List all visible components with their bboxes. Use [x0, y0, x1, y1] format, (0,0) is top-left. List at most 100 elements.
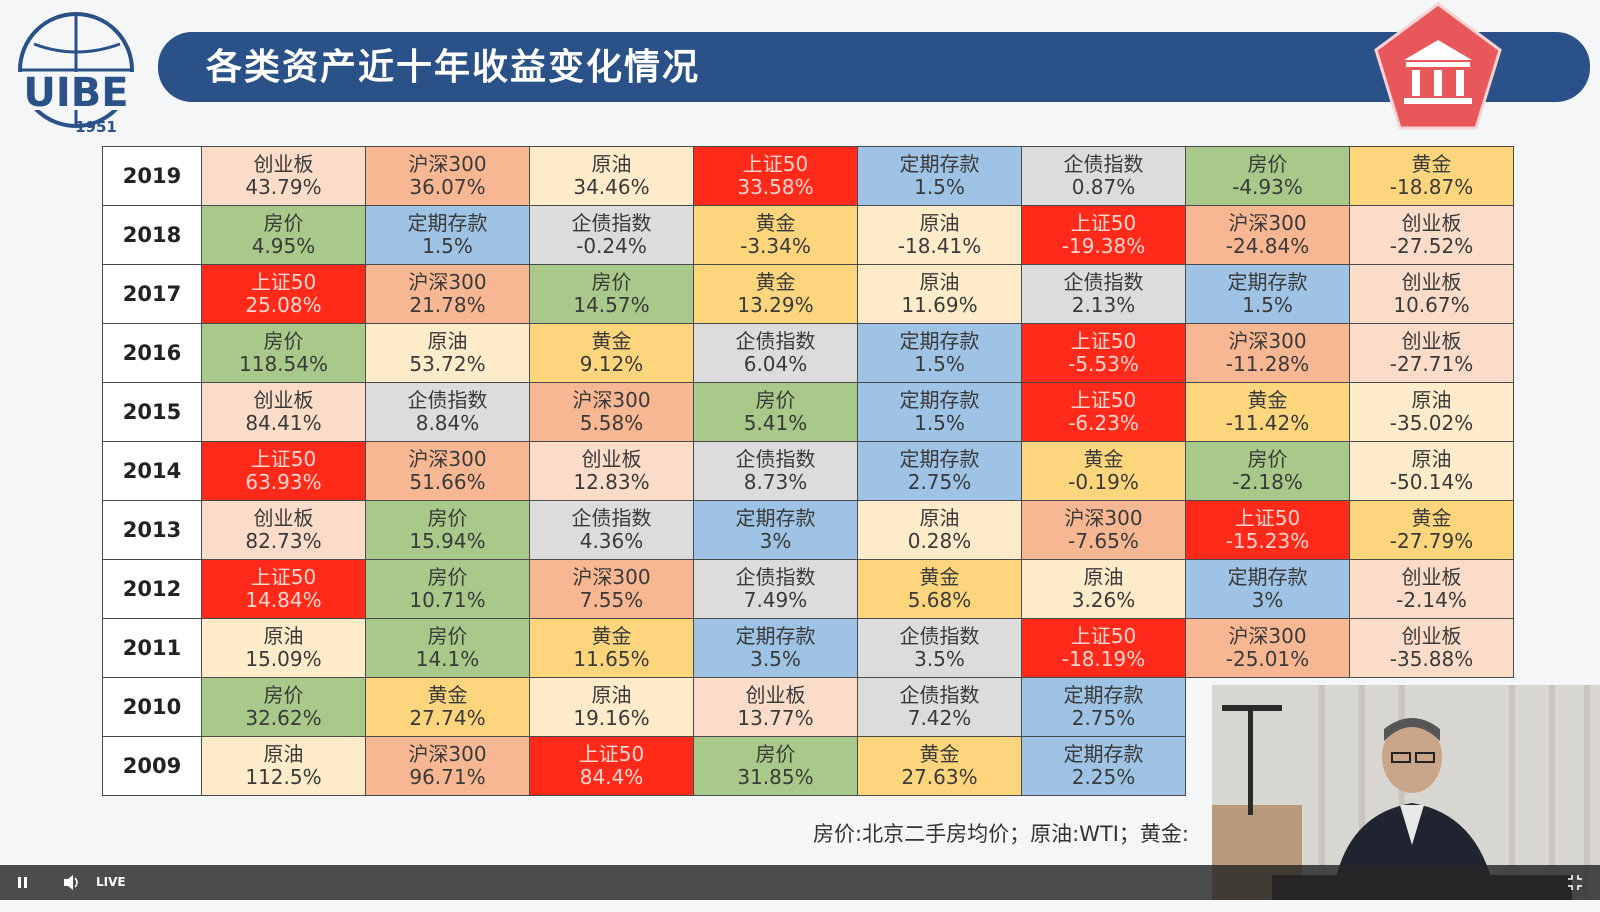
asset-return-value: 2.75% — [907, 470, 972, 494]
asset-return-value: -4.93% — [1232, 175, 1303, 199]
asset-return-value: -27.79% — [1389, 529, 1474, 553]
year-label: 2009 — [102, 736, 202, 796]
asset-name: 定期存款 — [899, 329, 980, 353]
asset-return-value: 82.73% — [245, 529, 322, 553]
exit-fullscreen-icon[interactable] — [1565, 865, 1585, 900]
year-label: 2014 — [102, 441, 202, 501]
asset-return-value: -25.01% — [1225, 647, 1310, 671]
asset-name: 上证50 — [250, 565, 317, 589]
table-row: 2011 原油 15.09% 房价 14.1% 黄金 11.65% 定期存款 3.5% 企债指数 3… — [102, 618, 1514, 678]
asset-return-value: -3.34% — [740, 234, 811, 258]
asset-return-cell: 沪深300 36.07% — [365, 146, 530, 206]
asset-return-value: 11.69% — [901, 293, 978, 317]
year-label: 2019 — [102, 146, 202, 206]
asset-return-value: 19.16% — [573, 706, 650, 730]
asset-return-cell: 沪深300 -11.28% — [1185, 323, 1350, 383]
asset-return-cell: 定期存款 3% — [693, 500, 858, 560]
asset-name: 房价 — [1247, 447, 1288, 471]
asset-return-value: 27.63% — [901, 765, 978, 789]
asset-return-value: -24.84% — [1225, 234, 1310, 258]
asset-return-value: 0.28% — [907, 529, 972, 553]
year-label: 2016 — [102, 323, 202, 383]
asset-name: 企债指数 — [735, 329, 816, 353]
asset-return-value: 84.41% — [245, 411, 322, 435]
asset-return-cell: 黄金 13.29% — [693, 264, 858, 324]
asset-name: 创业板 — [253, 152, 314, 176]
asset-return-cell: 沪深300 96.71% — [365, 736, 530, 796]
asset-return-value: -27.71% — [1389, 352, 1474, 376]
asset-return-cell: 企债指数 0.87% — [1021, 146, 1186, 206]
asset-name: 原油 — [1411, 447, 1452, 471]
asset-return-cell: 黄金 -11.42% — [1185, 382, 1350, 442]
asset-return-cell: 企债指数 2.13% — [1021, 264, 1186, 324]
asset-return-value: -0.24% — [576, 234, 647, 258]
asset-return-value: 118.54% — [239, 352, 328, 376]
asset-return-value: 15.09% — [245, 647, 322, 671]
asset-return-value: 14.57% — [573, 293, 650, 317]
asset-return-cell: 创业板 10.67% — [1349, 264, 1514, 324]
asset-return-cell: 定期存款 3% — [1185, 559, 1350, 619]
table-row: 2019 创业板 43.79% 沪深300 36.07% 原油 34.46% 上证50 33.5… — [102, 146, 1514, 206]
asset-return-value: -19.38% — [1061, 234, 1146, 258]
asset-return-cell: 定期存款 3.5% — [693, 618, 858, 678]
asset-return-cell: 房价 10.71% — [365, 559, 530, 619]
asset-name: 沪深300 — [1228, 211, 1307, 235]
asset-name: 沪深300 — [408, 447, 487, 471]
table-row: 2013 创业板 82.73% 房价 15.94% 企债指数 4.36% 定期存款 3% 原油 0.… — [102, 500, 1514, 560]
presenter-video[interactable] — [1212, 685, 1600, 900]
asset-return-cell: 企债指数 6.04% — [693, 323, 858, 383]
asset-name: 原油 — [427, 329, 468, 353]
asset-return-cell: 原油 0.28% — [857, 500, 1022, 560]
pause-icon[interactable] — [16, 865, 30, 900]
asset-name: 黄金 — [755, 270, 796, 294]
asset-name: 房价 — [427, 565, 468, 589]
page-title: 各类资产近十年收益变化情况 — [206, 46, 701, 88]
asset-return-value: 63.93% — [245, 470, 322, 494]
asset-return-value: -2.14% — [1396, 588, 1467, 612]
asset-return-value: 53.72% — [409, 352, 486, 376]
asset-return-value: 7.42% — [907, 706, 972, 730]
asset-return-value: 7.55% — [579, 588, 644, 612]
live-label: LIVE — [96, 875, 126, 889]
asset-name: 创业板 — [1401, 211, 1462, 235]
asset-return-value: -2.18% — [1232, 470, 1303, 494]
asset-return-value: 3.26% — [1071, 588, 1136, 612]
asset-return-value: 112.5% — [245, 765, 322, 789]
asset-name: 定期存款 — [899, 152, 980, 176]
asset-return-value: 1.5% — [914, 352, 965, 376]
asset-return-cell: 原油 -50.14% — [1349, 441, 1514, 501]
volume-icon[interactable] — [62, 865, 82, 900]
asset-return-value: 21.78% — [409, 293, 486, 317]
year-label: 2011 — [102, 618, 202, 678]
asset-return-value: -15.23% — [1225, 529, 1310, 553]
asset-return-cell: 黄金 5.68% — [857, 559, 1022, 619]
asset-return-value: 1.5% — [1242, 293, 1293, 317]
asset-return-cell: 黄金 -27.79% — [1349, 500, 1514, 560]
asset-name: 原油 — [263, 624, 304, 648]
asset-return-value: 10.71% — [409, 588, 486, 612]
asset-name: 原油 — [919, 270, 960, 294]
asset-name: 沪深300 — [572, 388, 651, 412]
asset-return-cell: 上证50 14.84% — [201, 559, 366, 619]
asset-name: 原油 — [1411, 388, 1452, 412]
asset-name: 企债指数 — [571, 211, 652, 235]
asset-name: 上证50 — [1070, 329, 1137, 353]
asset-return-cell: 黄金 11.65% — [529, 618, 694, 678]
asset-return-value: 7.49% — [743, 588, 808, 612]
asset-return-value: -18.87% — [1389, 175, 1474, 199]
asset-name: 沪深300 — [408, 270, 487, 294]
table-row: 2016 房价 118.54% 原油 53.72% 黄金 9.12% 企债指数 6.04% 定期存… — [102, 323, 1514, 383]
asset-return-cell: 原油 -35.02% — [1349, 382, 1514, 442]
asset-name: 黄金 — [591, 624, 632, 648]
asset-name: 上证50 — [1234, 506, 1301, 530]
asset-return-cell: 定期存款 2.25% — [1021, 736, 1186, 796]
asset-name: 创业板 — [581, 447, 642, 471]
year-label: 2018 — [102, 205, 202, 265]
asset-name: 上证50 — [742, 152, 809, 176]
asset-return-value: 10.67% — [1393, 293, 1470, 317]
asset-return-cell: 企债指数 8.73% — [693, 441, 858, 501]
asset-return-cell: 黄金 27.63% — [857, 736, 1022, 796]
asset-return-cell: 企债指数 4.36% — [529, 500, 694, 560]
asset-name: 上证50 — [1070, 624, 1137, 648]
year-label: 2013 — [102, 500, 202, 560]
